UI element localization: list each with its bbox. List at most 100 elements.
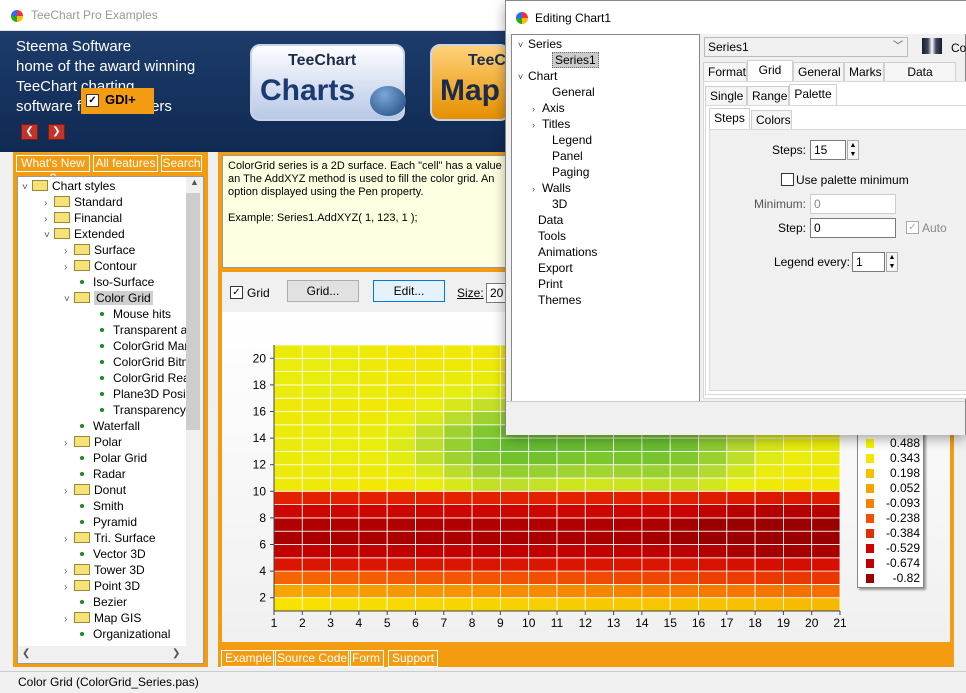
tree-item[interactable]: Transparency [84, 402, 186, 418]
tree-item[interactable]: ColorGrid Rea [84, 370, 190, 386]
tree-item[interactable]: Mouse hits [84, 306, 171, 322]
legend-every-input[interactable]: 1 [852, 252, 885, 272]
tree-item[interactable]: ColorGrid Mar [84, 338, 188, 354]
feature-tree[interactable]: ˅ Chart styles › Standard › Financial ˅ Extende… [17, 176, 204, 664]
expand-icon[interactable]: › [64, 246, 68, 257]
tree-item[interactable]: ˅ Color Grid [64, 290, 153, 306]
editor-tree-item[interactable]: Series1 [542, 52, 599, 68]
tree-item[interactable]: Vector 3D [64, 546, 146, 562]
expand-icon[interactable]: ˅ [44, 230, 50, 241]
tree-item[interactable]: Smith [64, 498, 124, 514]
editor-tree-item[interactable]: Data [528, 212, 563, 228]
tree-item[interactable]: Bezier [64, 594, 127, 610]
tree-item[interactable]: ˅ Chart styles [22, 178, 115, 194]
color-grid-chart[interactable]: 1 2 3 4 5 6 7 8 9 10 11 12 13 14 15 16 17 18 19 20 212468101… [222, 312, 950, 642]
editor-tree-item[interactable]: Print [528, 276, 563, 292]
editor-tree-item[interactable]: 3D [542, 196, 567, 212]
tree-item[interactable]: › Polar [64, 434, 122, 450]
gdi-plus-toggle[interactable]: ✓ GDI+ [81, 88, 154, 114]
tab-all-features[interactable]: All features [93, 155, 158, 172]
nav-back-button[interactable]: ❮ [21, 124, 38, 140]
chevron-down-icon[interactable]: ﹀ [893, 41, 903, 52]
tab-general[interactable]: General [793, 62, 844, 82]
expand-icon[interactable]: › [532, 120, 535, 130]
series-select[interactable]: Series1 ﹀ [704, 37, 908, 57]
expand-icon[interactable]: › [64, 486, 68, 497]
editor-tree-item[interactable]: › Titles [532, 116, 570, 132]
tree-item[interactable]: Polar Grid [64, 450, 147, 466]
tab-range[interactable]: Range [747, 86, 789, 106]
steps-spinner[interactable]: ▲ ▼ [847, 140, 859, 160]
nav-forward-button[interactable]: ❯ [48, 124, 65, 140]
tab-data-source[interactable]: Data Source [884, 62, 956, 97]
steps-input[interactable]: 15 [810, 140, 846, 160]
tab-single[interactable]: Single [705, 86, 747, 106]
expand-icon[interactable]: › [64, 534, 68, 545]
tree-item[interactable]: › Tower 3D [64, 562, 145, 578]
auto-checkbox[interactable]: ✓ [906, 221, 919, 234]
expand-icon[interactable]: › [532, 104, 535, 114]
tab-search[interactable]: Search [161, 155, 202, 172]
expand-icon[interactable]: › [64, 582, 68, 593]
editor-tree-item[interactable]: Themes [528, 292, 581, 308]
editor-tree-item[interactable]: › Walls [532, 180, 571, 196]
tab-source-code[interactable]: Source Code [273, 650, 352, 667]
editor-tree-item[interactable]: Legend [542, 132, 592, 148]
maps-logo[interactable]: TeeC Map [430, 44, 510, 121]
scroll-up-icon[interactable]: ▲ [190, 177, 199, 187]
editor-tree-item[interactable]: Paging [542, 164, 589, 180]
charts-logo[interactable]: TeeChart Charts [250, 44, 406, 121]
tab-example[interactable]: Example [221, 650, 276, 667]
tree-item[interactable]: Radar [64, 466, 126, 482]
editor-tree-item[interactable]: Export [528, 260, 573, 276]
tab-form[interactable]: Form [348, 650, 384, 667]
editor-tree-item[interactable]: Tools [528, 228, 566, 244]
tree-item[interactable]: › Financial [44, 210, 122, 226]
tree-item[interactable]: › Donut [64, 482, 126, 498]
expand-icon[interactable]: › [44, 214, 48, 225]
tree-scroll-thumb[interactable] [186, 193, 200, 430]
tab-format[interactable]: Format [703, 62, 747, 82]
tree-item[interactable]: Iso-Surface [64, 274, 154, 290]
editor-tree[interactable]: ˅ Series Series1 ˅ Chart General › Axis › Titles L… [511, 34, 700, 402]
expand-icon[interactable]: › [44, 198, 48, 209]
expand-icon[interactable]: › [64, 566, 68, 577]
scroll-right-icon[interactable]: ❯ [172, 648, 181, 659]
tab-whats-new[interactable]: What's New ? [16, 155, 90, 185]
tree-item[interactable]: › Contour [64, 258, 137, 274]
grid-button[interactable]: Grid... [287, 280, 359, 302]
tree-item[interactable]: › Map GIS [64, 610, 141, 626]
tab-support[interactable]: Support [388, 650, 439, 667]
tree-item[interactable]: Plane3D Posi [84, 386, 186, 402]
tab-palette[interactable]: Palette [789, 84, 837, 106]
expand-icon[interactable]: › [64, 614, 68, 625]
editor-tree-item[interactable]: ˅ Chart [518, 68, 557, 84]
tree-item[interactable]: › Surface [64, 242, 135, 258]
expand-icon[interactable]: ˅ [518, 72, 524, 82]
use-palette-min-checkbox[interactable] [781, 173, 794, 186]
expand-icon[interactable]: › [532, 184, 535, 194]
editor-tree-item[interactable]: General [542, 84, 595, 100]
editor-tree-item[interactable]: Panel [542, 148, 583, 164]
tree-horizontal-scrollbar[interactable]: ❮ ❯ [18, 646, 203, 663]
tree-item[interactable]: Transparent a [84, 322, 187, 338]
tree-item[interactable]: Waterfall [64, 418, 140, 434]
tree-item[interactable]: › Standard [44, 194, 123, 210]
grid-checkbox[interactable]: ✓ [230, 286, 243, 299]
legend-every-spinner[interactable]: ▲ ▼ [886, 252, 898, 272]
expand-icon[interactable]: ˅ [64, 294, 70, 305]
tab-grid-3d[interactable]: Grid 3D [747, 60, 793, 95]
tab-steps[interactable]: Steps [709, 108, 750, 130]
expand-icon[interactable]: ˅ [518, 40, 524, 50]
editor-tree-item[interactable]: › Axis [532, 100, 565, 116]
editor-tree-item[interactable]: ˅ Series [518, 36, 562, 52]
tab-colors[interactable]: Colors [751, 110, 792, 130]
editor-tree-item[interactable]: Animations [528, 244, 597, 260]
expand-icon[interactable]: ˅ [22, 182, 28, 193]
tree-item[interactable]: Pyramid [64, 514, 137, 530]
minimum-input[interactable]: 0 [810, 194, 896, 214]
tree-item[interactable]: ColorGrid Bitm [84, 354, 192, 370]
gdi-checkbox[interactable]: ✓ [86, 94, 99, 107]
series-color-icon[interactable] [922, 38, 942, 54]
expand-icon[interactable]: › [64, 438, 68, 449]
